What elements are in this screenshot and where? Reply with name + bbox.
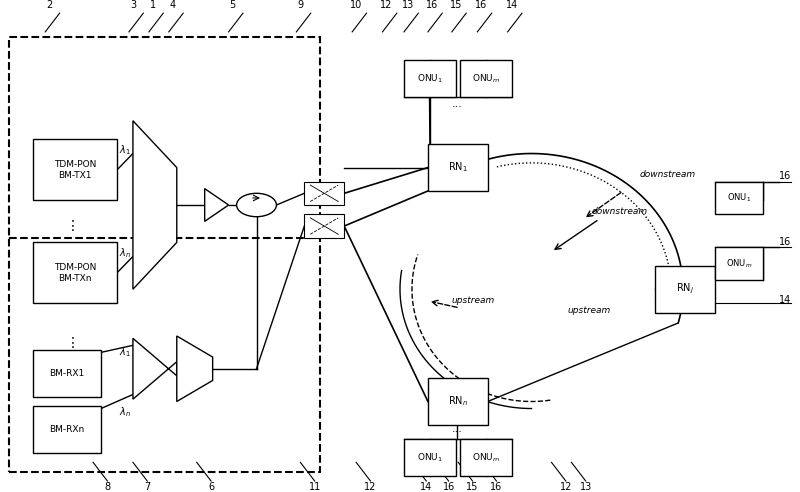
Text: 4: 4	[170, 0, 176, 10]
Polygon shape	[177, 336, 213, 401]
Text: 16: 16	[442, 482, 454, 492]
Text: 16: 16	[778, 237, 791, 247]
Polygon shape	[133, 338, 177, 399]
Text: 16: 16	[475, 0, 487, 10]
Polygon shape	[205, 188, 229, 221]
FancyBboxPatch shape	[404, 439, 456, 476]
Text: 14: 14	[420, 482, 433, 492]
Text: $\lambda_1$: $\lambda_1$	[119, 144, 131, 157]
Text: 12: 12	[364, 482, 377, 492]
Text: 14: 14	[506, 0, 518, 10]
Text: 12: 12	[560, 482, 572, 492]
Text: 15: 15	[450, 0, 462, 10]
Text: 16: 16	[426, 0, 438, 10]
Text: downstream: downstream	[639, 170, 695, 179]
Text: RN$_n$: RN$_n$	[448, 395, 468, 408]
Text: 1: 1	[150, 0, 156, 10]
Text: 15: 15	[466, 482, 478, 492]
Text: downstream: downstream	[591, 207, 647, 216]
Text: 11: 11	[309, 482, 321, 492]
Text: TDM-PON
BM-TX1: TDM-PON BM-TX1	[54, 160, 96, 180]
Text: ⋮: ⋮	[66, 336, 80, 350]
Text: ONU$_m$: ONU$_m$	[471, 451, 500, 464]
Text: upstream: upstream	[567, 306, 610, 314]
Text: 3: 3	[130, 0, 136, 10]
Text: 10: 10	[350, 0, 362, 10]
Text: upstream: upstream	[452, 296, 495, 305]
Text: $\lambda_1$: $\lambda_1$	[119, 345, 131, 359]
FancyBboxPatch shape	[404, 60, 456, 97]
Text: RN$_1$: RN$_1$	[448, 161, 468, 175]
Text: $\lambda_n$: $\lambda_n$	[119, 246, 131, 260]
Polygon shape	[133, 121, 177, 289]
Text: 13: 13	[580, 482, 592, 492]
Text: $\lambda_n$: $\lambda_n$	[119, 405, 131, 419]
FancyBboxPatch shape	[34, 243, 117, 303]
Text: BM-RX1: BM-RX1	[50, 369, 85, 378]
Text: 5: 5	[230, 0, 236, 10]
Text: ...: ...	[452, 424, 463, 434]
FancyBboxPatch shape	[715, 182, 762, 215]
FancyBboxPatch shape	[34, 350, 101, 397]
Circle shape	[237, 193, 277, 216]
Text: ⋮: ⋮	[66, 219, 80, 233]
FancyBboxPatch shape	[34, 140, 117, 200]
Text: ONU$_m$: ONU$_m$	[726, 257, 752, 270]
Text: BM-RXn: BM-RXn	[50, 425, 85, 434]
Text: 13: 13	[402, 0, 414, 10]
Text: 16: 16	[490, 482, 502, 492]
Text: ONU$_m$: ONU$_m$	[471, 72, 500, 85]
Text: 2: 2	[46, 0, 52, 10]
FancyBboxPatch shape	[460, 439, 512, 476]
Text: 12: 12	[380, 0, 393, 10]
Text: 6: 6	[208, 482, 214, 492]
Text: ...: ...	[452, 99, 463, 109]
Text: ONU$_1$: ONU$_1$	[417, 72, 443, 85]
Text: ONU$_1$: ONU$_1$	[726, 192, 751, 204]
Text: ONU$_1$: ONU$_1$	[417, 451, 443, 464]
Text: RN$_j$: RN$_j$	[676, 282, 694, 296]
FancyBboxPatch shape	[460, 60, 512, 97]
FancyBboxPatch shape	[34, 406, 101, 453]
Text: 8: 8	[104, 482, 110, 492]
FancyBboxPatch shape	[304, 182, 344, 205]
FancyBboxPatch shape	[428, 378, 488, 425]
Text: 9: 9	[298, 0, 303, 10]
Text: 7: 7	[144, 482, 150, 492]
FancyBboxPatch shape	[655, 266, 715, 312]
FancyBboxPatch shape	[428, 144, 488, 191]
Text: TDM-PON
BM-TXn: TDM-PON BM-TXn	[54, 263, 96, 282]
Text: 16: 16	[778, 171, 791, 181]
FancyBboxPatch shape	[715, 247, 762, 280]
Text: 14: 14	[778, 295, 791, 305]
FancyBboxPatch shape	[304, 215, 344, 238]
